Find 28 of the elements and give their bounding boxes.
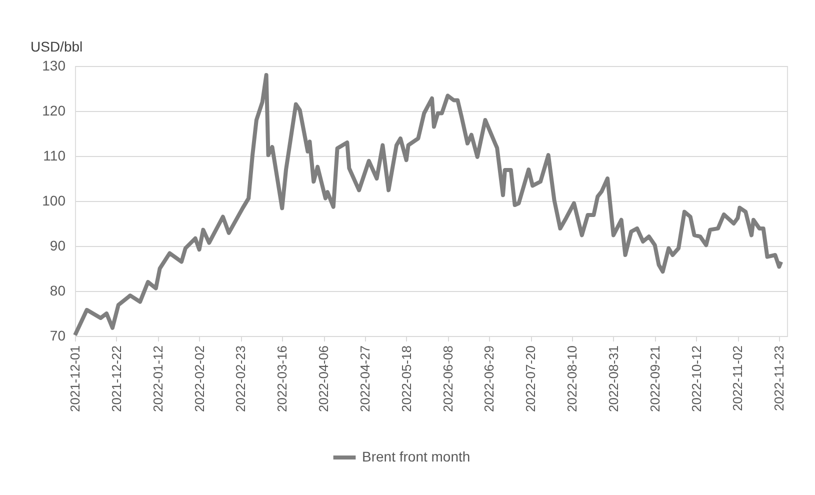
x-tick-label: 2022-04-27 [357,346,372,412]
y-tick-label: 100 [42,192,66,208]
x-tick-label: 2022-04-06 [316,346,332,412]
x-tick-label: 2021-12-22 [108,346,124,412]
y-tick-label: 90 [50,238,66,254]
x-tick-label: 2022-02-23 [233,346,248,412]
x-tick-label: 2022-09-21 [647,346,662,412]
x-tick-label: 2022-07-20 [523,346,538,412]
x-tick-label: 2022-05-18 [398,346,414,412]
legend-label: Brent front month [362,448,470,464]
y-tick-label: 110 [43,148,66,164]
y-axis-title: USD/bbl [30,38,83,54]
y-tick-label: 120 [42,102,66,118]
x-tick-label: 2021-12-01 [68,346,82,412]
x-tick-label: 2022-11-02 [730,346,746,412]
x-tick-label: 2022-06-29 [482,346,497,412]
x-tick-label: 2022-11-23 [772,346,787,412]
x-tick-label: 2022-01-12 [150,346,166,412]
x-tick-label: 2022-03-16 [274,346,290,412]
y-tick-label: 80 [50,282,66,298]
line-series [73,73,784,338]
x-tick-label: 2022-08-10 [564,346,580,412]
x-tick-label: 2022-08-31 [606,346,621,412]
y-tick-label: 130 [42,58,66,74]
x-tick-label: 2022-06-08 [440,346,456,412]
y-tick-label: 70 [50,328,66,344]
x-tick-label: 2022-02-02 [192,346,207,412]
x-tick-label: 2022-10-12 [688,346,704,412]
